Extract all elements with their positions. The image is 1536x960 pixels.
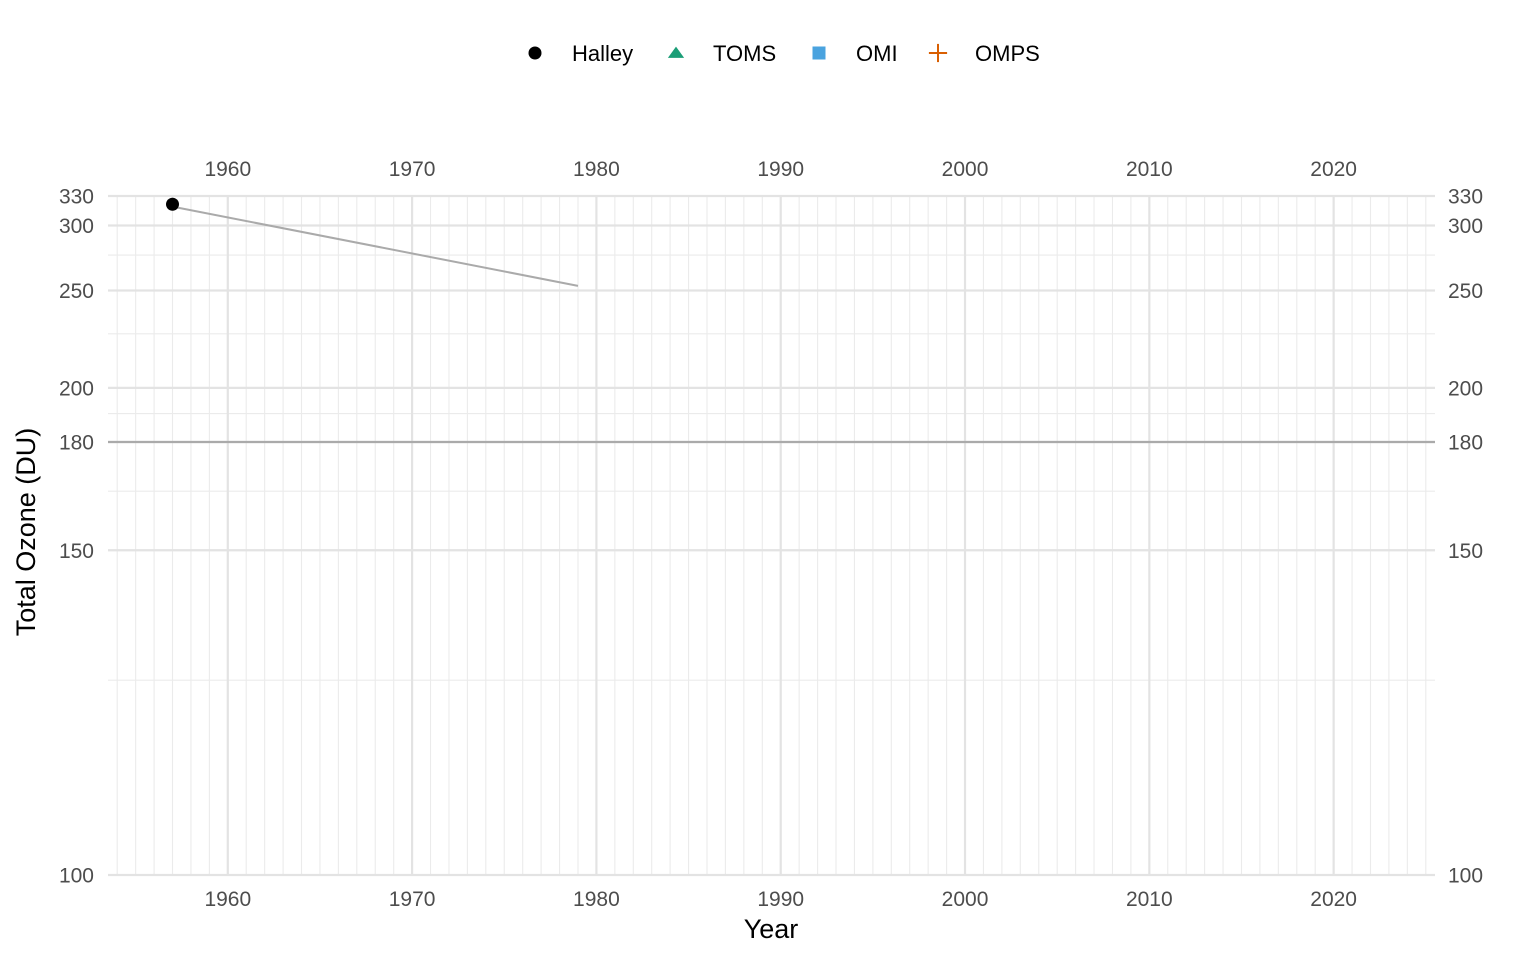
tick-labels: 1960 1960 1970 1970 1980 1980 1990 1990 2000 2000…	[59, 158, 1483, 911]
x-tick-label-bottom: 1970	[389, 888, 436, 911]
y-tick-label-right: 330	[1448, 186, 1483, 209]
y-tick-label-right: 100	[1448, 865, 1483, 888]
legend-key-omi	[812, 46, 826, 60]
legend: Halley TOMS OMI OMPS	[528, 41, 1040, 66]
legend-key-toms	[667, 46, 685, 58]
x-tick-label-top: 1980	[573, 158, 620, 181]
x-tick-label-top: 2020	[1310, 158, 1357, 181]
y-tick-label-left: 330	[59, 186, 94, 209]
legend-label-halley: Halley	[572, 41, 633, 66]
y-tick-label-right: 200	[1448, 377, 1483, 400]
x-tick-label-top: 1970	[389, 158, 436, 181]
x-tick-label-top: 1990	[757, 158, 804, 181]
y-tick-label-left: 250	[59, 280, 94, 303]
y-tick-label-left: 100	[59, 865, 94, 888]
x-tick-label-bottom: 1980	[573, 888, 620, 911]
x-tick-label-bottom: 1990	[757, 888, 804, 911]
y-tick-label-right: 250	[1448, 280, 1483, 303]
y-tick-label-right: 150	[1448, 540, 1483, 563]
x-tick-label-bottom: 2000	[942, 888, 989, 911]
y-tick-label-left: 150	[59, 540, 94, 563]
legend-label-omps: OMPS	[975, 41, 1040, 66]
legend-key-omps	[928, 43, 948, 63]
x-tick-label-bottom: 2020	[1310, 888, 1357, 911]
y-axis-title: Total Ozone (DU)	[11, 428, 41, 637]
y-tick-label-right: 180	[1448, 432, 1483, 455]
series-marks	[166, 197, 579, 287]
x-tick-label-top: 2010	[1126, 158, 1173, 181]
legend-key-halley	[528, 46, 542, 60]
x-tick-label-top: 1960	[204, 158, 251, 181]
data-point-halley	[166, 197, 180, 211]
y-tick-label-right: 300	[1448, 215, 1483, 238]
x-tick-label-bottom: 1960	[204, 888, 251, 911]
legend-label-omi: OMI	[856, 41, 898, 66]
legend-label-toms: TOMS	[713, 41, 776, 66]
y-tick-label-left: 300	[59, 215, 94, 238]
grid	[108, 194, 1435, 877]
x-tick-label-top: 2000	[942, 158, 989, 181]
trend-line	[172, 205, 579, 287]
x-axis-title: Year	[744, 914, 799, 944]
y-tick-label-left: 180	[59, 432, 94, 455]
x-tick-label-bottom: 2010	[1126, 888, 1173, 911]
y-tick-label-left: 200	[59, 377, 94, 400]
